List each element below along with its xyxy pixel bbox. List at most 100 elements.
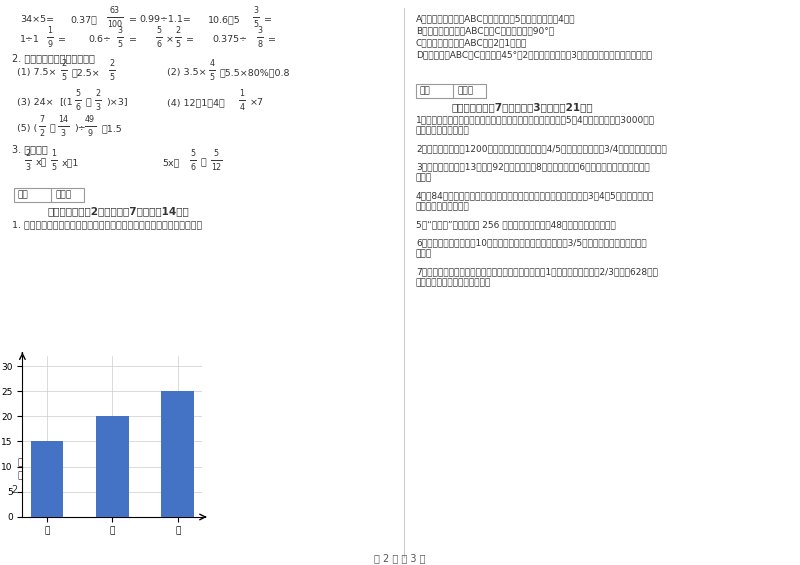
Text: 5: 5 (254, 20, 258, 29)
Text: ×: × (166, 35, 174, 44)
Text: 9: 9 (87, 129, 93, 138)
Text: 7、一个装满汽油的圆柱形油桶，从里面量，底面半径1米，如用去这桶油的2/3后还剩628升，: 7、一个装满汽油的圆柱形油桶，从里面量，底面半径1米，如用去这桶油的2/3后还剩… (416, 267, 658, 276)
Text: 1: 1 (47, 26, 53, 35)
Text: 1: 1 (51, 149, 57, 158)
Text: 五、综合题（共2小题，每题7分，共腁14分）: 五、综合题（共2小题，每题7分，共腁14分） (47, 206, 189, 216)
Text: 3. 解方程。: 3. 解方程。 (12, 144, 48, 154)
Text: =: = (129, 15, 137, 24)
Text: 0.375÷: 0.375÷ (212, 35, 247, 44)
Text: 1: 1 (239, 89, 245, 98)
Text: (3) 24×: (3) 24× (17, 98, 54, 107)
Text: 5: 5 (62, 73, 66, 82)
Text: x＝1: x＝1 (62, 158, 79, 167)
Bar (30, 441, 63, 517)
Text: 12: 12 (211, 163, 221, 172)
Text: 5: 5 (190, 149, 195, 158)
Text: 5: 5 (110, 73, 114, 82)
Text: 1÷1: 1÷1 (20, 35, 40, 44)
Bar (14, 188, 84, 202)
Text: －2.5×: －2.5× (72, 68, 101, 77)
Text: 3: 3 (95, 103, 101, 112)
Text: 2. 计算，能简算的写出过程。: 2. 计算，能简算的写出过程。 (12, 53, 95, 63)
Text: 3: 3 (258, 26, 262, 35)
Text: ＋: ＋ (50, 124, 56, 133)
Text: 4、用84厘米长的铁丝围成一个三角形，这个三角形三条边长度的比是3：4：5，这个三角形的: 4、用84厘米长的铁丝围成一个三角形，这个三角形三条边长度的比是3：4：5，这个… (416, 191, 654, 200)
Text: 7: 7 (39, 115, 45, 124)
Text: 得分: 得分 (18, 190, 29, 199)
Text: D、在三角形ABC的C点向偏东45°方2厘米处画一个直先3厘米的圆（长度为实际长度）。: D、在三角形ABC的C点向偏东45°方2厘米处画一个直先3厘米的圆（长度为实际长… (416, 50, 652, 59)
Text: x－: x－ (36, 158, 47, 167)
Text: ＝: ＝ (201, 158, 206, 167)
Text: 3: 3 (26, 163, 30, 172)
Text: =: = (268, 35, 276, 44)
Text: =: = (264, 15, 272, 24)
Text: 2: 2 (95, 89, 101, 98)
Text: 0.37＋: 0.37＋ (70, 15, 97, 24)
Text: 得分: 得分 (420, 86, 430, 95)
Text: 2: 2 (39, 129, 45, 138)
Text: 三条边各是多少厘米？: 三条边各是多少厘米？ (416, 202, 470, 211)
Text: 评卷人: 评卷人 (458, 86, 474, 95)
Text: 14: 14 (58, 115, 68, 124)
Text: （1）甲、乙合作______天可以完成这项工程的75%.: （1）甲、乙合作______天可以完成这项工程的75%. (17, 457, 164, 466)
Text: 63: 63 (110, 6, 120, 15)
Text: 3: 3 (118, 26, 122, 35)
Text: 3: 3 (61, 129, 66, 138)
Text: 九月份生产了多少双？: 九月份生产了多少双？ (416, 126, 470, 135)
Text: ＋5.5×80%＋0.8: ＋5.5×80%＋0.8 (220, 68, 290, 77)
Text: [(1: [(1 (59, 98, 73, 107)
Text: 3: 3 (254, 6, 258, 15)
Text: 2、新光农场种白菜1200公顼，种的萝卜是白菜的4/5，萝卜又是黄瓜的3/4，种黄瓜多少公顼？: 2、新光农场种白菜1200公顼，种的萝卜是白菜的4/5，萝卜又是黄瓜的3/4，种… (416, 144, 666, 153)
Text: C、将下面的三角形ABC，扠2：1放大。: C、将下面的三角形ABC，扠2：1放大。 (416, 38, 527, 47)
Text: 3、蜘蛛和蚁蠡共有13只，腰92条（一只蜘蛛8条腿，一只蚁蠡6条腿），蜘蛛和蚁蠡各有多: 3、蜘蛛和蚁蠡共有13只，腰92条（一只蜘蛛8条腿，一只蚁蠡6条腿），蜘蛛和蚁蠡… (416, 162, 650, 171)
Text: 5x－: 5x－ (162, 158, 179, 167)
Text: 5: 5 (51, 163, 57, 172)
Text: 6: 6 (190, 163, 195, 172)
Text: 49: 49 (85, 115, 95, 124)
Text: (2) 3.5×: (2) 3.5× (167, 68, 206, 77)
Text: 5: 5 (75, 89, 81, 98)
Text: 5: 5 (210, 73, 214, 82)
Text: 10.6－5: 10.6－5 (208, 15, 241, 24)
Bar (96, 416, 129, 517)
Text: )×3]: )×3] (106, 98, 128, 107)
Text: 5: 5 (175, 40, 181, 49)
Text: 6: 6 (157, 40, 162, 49)
Text: 2. 依次解答。: 2. 依次解答。 (12, 484, 54, 494)
Text: 求这个油桶的高。（列方程解）: 求这个油桶的高。（列方程解） (416, 278, 491, 287)
Text: 8: 8 (258, 40, 262, 49)
Text: 6: 6 (75, 103, 81, 112)
Text: 2: 2 (175, 26, 181, 35)
Text: =: = (58, 35, 66, 44)
Text: 0.99÷1.1=: 0.99÷1.1= (139, 15, 191, 24)
Text: 6、一张课桌比一把椅子10元，如果椅子的单价是课桌单价的3/5，课桌和椅子的单价各是多: 6、一张课桌比一把椅子10元，如果椅子的单价是课桌单价的3/5，课桌和椅子的单价… (416, 238, 646, 247)
Text: 1. 如图是甲、乙、丙三人单独完成某项工程所需天数统计图，看图填空：: 1. 如图是甲、乙、丙三人单独完成某项工程所需天数统计图，看图填空： (12, 220, 202, 229)
Text: A、将下面的三角形ABC，先向下平移5格，再向左平移4格。: A、将下面的三角形ABC，先向下平移5格，再向左平移4格。 (416, 14, 575, 23)
Text: 34×5=: 34×5= (20, 15, 54, 24)
Text: B、将下面的三角形ABC，绕C点逆时针旋转90°。: B、将下面的三角形ABC，绕C点逆时针旋转90°。 (416, 26, 554, 35)
Bar (416, 84, 486, 98)
Text: 0.6÷: 0.6÷ (88, 35, 111, 44)
Text: 9: 9 (47, 40, 53, 49)
Text: 4: 4 (210, 59, 214, 68)
Text: =: = (186, 35, 194, 44)
Text: ×7: ×7 (250, 98, 264, 107)
Text: (4) 12－1＋4－: (4) 12－1＋4－ (167, 98, 225, 107)
Text: 少元？: 少元？ (416, 249, 432, 258)
Text: 2: 2 (110, 59, 114, 68)
Text: 100: 100 (107, 20, 122, 29)
Text: 2: 2 (62, 59, 66, 68)
Text: 少只？: 少只？ (416, 173, 432, 182)
Text: 1、鸞厂生产的皮鞋，十月份生产双数与九月份生产双数的比是5：4，十月份生产了3000双，: 1、鸞厂生产的皮鞋，十月份生产双数与九月份生产双数的比是5：4，十月份生产了30… (416, 115, 655, 124)
Text: 5: 5 (157, 26, 162, 35)
Text: 5: 5 (214, 149, 218, 158)
Text: =: = (129, 35, 137, 44)
Text: (1) 7.5×: (1) 7.5× (17, 68, 57, 77)
Text: 5: 5 (118, 40, 122, 49)
Bar (162, 391, 194, 517)
Text: 六、应用题（共7小题，每题3分，共腁21分）: 六、应用题（共7小题，每题3分，共腁21分） (451, 102, 593, 112)
Text: (5) (: (5) ( (17, 124, 38, 133)
Text: 4: 4 (239, 103, 245, 112)
Text: －1.5: －1.5 (102, 124, 122, 133)
Text: 第 2 页 共 3 页: 第 2 页 共 3 页 (374, 553, 426, 563)
